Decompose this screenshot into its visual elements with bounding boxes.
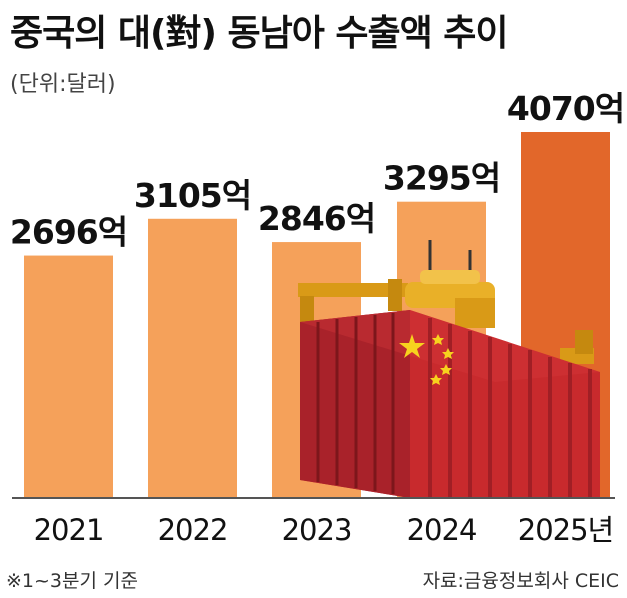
- flag-star-large: [399, 334, 425, 358]
- category-label: 2022: [158, 513, 228, 547]
- shipping-container-crane-icon: [298, 240, 600, 498]
- footnote: ※1~3분기 기준: [6, 570, 138, 592]
- value-label: 4070억: [507, 89, 624, 128]
- chart-title: 중국의 대(對) 동남아 수출액 추이: [10, 13, 508, 54]
- value-label: 2846억: [258, 199, 375, 238]
- labels-group: 2696억 2021 3105억 2022 2846억 2023 3295억 2024 4070…: [10, 89, 625, 547]
- category-label: 2024: [407, 513, 477, 547]
- bar-2022: [148, 218, 237, 498]
- value-label: 3295억: [383, 159, 500, 198]
- category-label: 2025년: [518, 513, 613, 547]
- unit-label: (단위:달러): [10, 72, 116, 97]
- category-label: 2021: [34, 513, 104, 547]
- bar-2021: [24, 255, 113, 498]
- value-label: 2696억: [10, 213, 127, 252]
- source-note: 자료:금융정보회사 CEIC: [422, 570, 619, 592]
- value-label: 3105억: [134, 176, 251, 215]
- category-label: 2023: [282, 513, 352, 547]
